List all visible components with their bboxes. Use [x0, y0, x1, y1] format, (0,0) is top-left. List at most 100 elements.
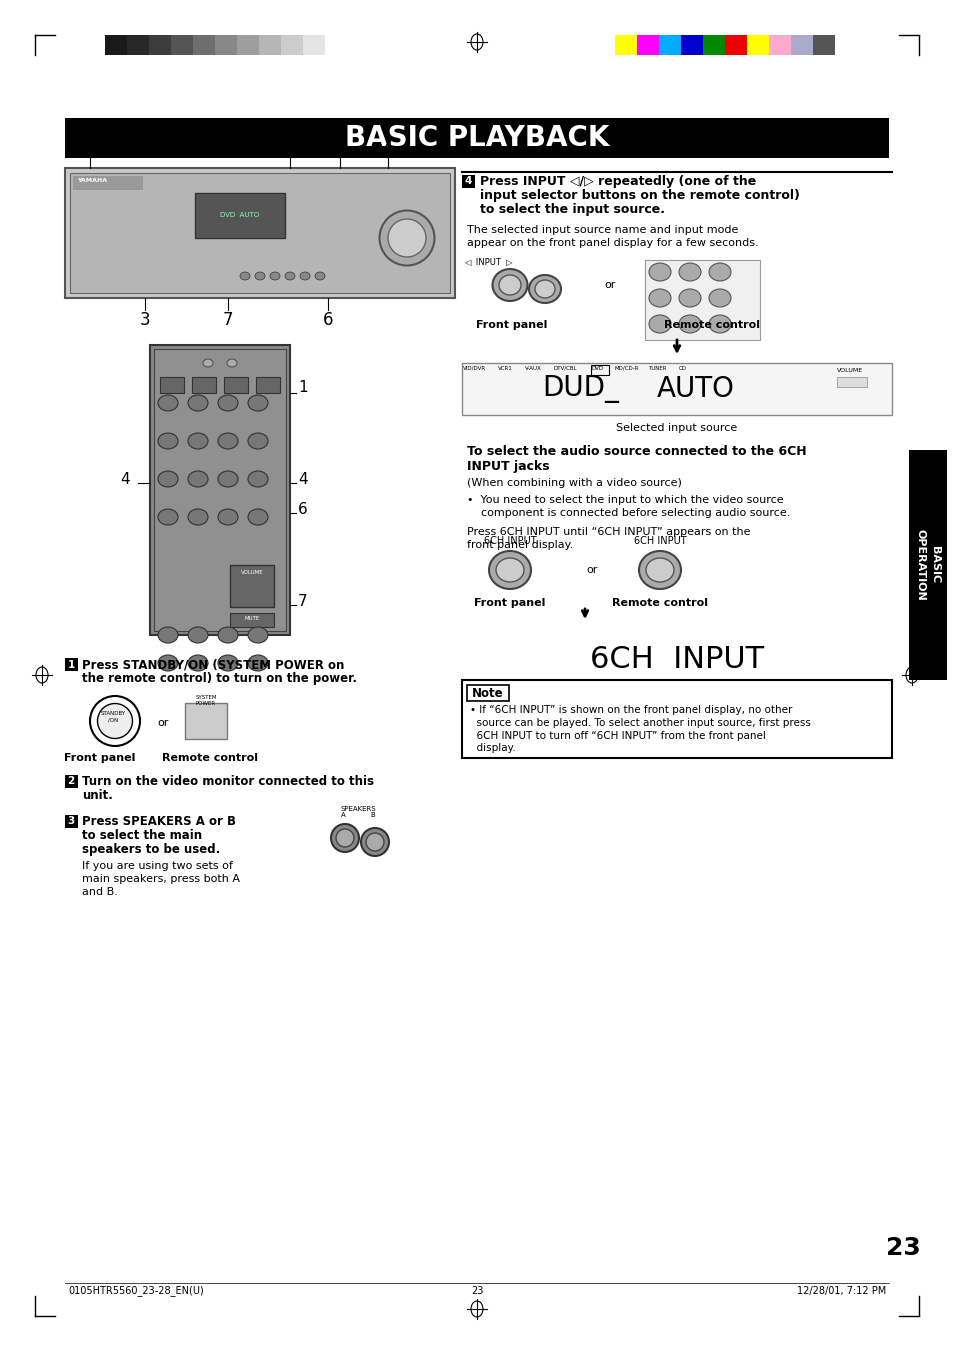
Text: ◁  INPUT  ▷: ◁ INPUT ▷ [463, 257, 512, 266]
Bar [790, 35, 812, 55]
Ellipse shape [708, 289, 730, 307]
Text: Press STANDBY/ON (SYSTEM POWER on: Press STANDBY/ON (SYSTEM POWER on [82, 658, 344, 671]
Ellipse shape [158, 655, 178, 671]
Text: SYSTEM
POWER: SYSTEM POWER [195, 694, 216, 707]
Bar [615, 35, 637, 55]
Text: 6CH  INPUT: 6CH INPUT [589, 644, 763, 674]
Text: MUTE: MUTE [244, 616, 259, 621]
Ellipse shape [97, 704, 132, 739]
Ellipse shape [218, 471, 237, 486]
Bar [637, 35, 659, 55]
Ellipse shape [218, 655, 237, 671]
Bar [224, 377, 248, 393]
Text: 3: 3 [68, 816, 74, 827]
Text: Press SPEAKERS A or B: Press SPEAKERS A or B [82, 815, 235, 828]
Ellipse shape [218, 394, 237, 411]
Ellipse shape [639, 551, 680, 589]
Text: B: B [370, 812, 375, 817]
Text: 4: 4 [297, 473, 307, 488]
Ellipse shape [248, 627, 268, 643]
Ellipse shape [708, 315, 730, 332]
Ellipse shape [90, 696, 140, 746]
Ellipse shape [203, 359, 213, 367]
Text: VOLUME: VOLUME [240, 570, 263, 576]
Text: VCR1: VCR1 [497, 366, 512, 372]
Bar [461, 680, 891, 758]
Text: STANDBY
/ON: STANDBY /ON [100, 712, 126, 723]
Text: the remote control) to turn on the power.: the remote control) to turn on the power… [82, 671, 356, 685]
Text: 6: 6 [322, 311, 333, 330]
Text: Selected input source: Selected input source [616, 423, 737, 434]
Text: 12/28/01, 7:12 PM: 12/28/01, 7:12 PM [796, 1286, 885, 1296]
Text: Remote control: Remote control [663, 320, 760, 330]
Text: 4: 4 [120, 473, 130, 488]
Ellipse shape [645, 558, 673, 582]
Text: Remote control: Remote control [162, 753, 257, 763]
Text: DVD: DVD [591, 366, 603, 372]
Ellipse shape [240, 272, 250, 280]
Text: 0105HTR5560_23-28_EN(U): 0105HTR5560_23-28_EN(U) [68, 1286, 204, 1297]
Text: 2: 2 [68, 777, 74, 786]
Bar [160, 377, 184, 393]
Text: 6: 6 [335, 139, 345, 157]
Bar [746, 35, 768, 55]
Bar [193, 35, 214, 55]
Bar [812, 35, 834, 55]
Ellipse shape [188, 434, 208, 449]
Text: to select the main: to select the main [82, 830, 202, 842]
Text: SPEAKERS: SPEAKERS [340, 807, 375, 812]
Text: 6: 6 [297, 503, 308, 517]
Ellipse shape [299, 272, 310, 280]
Ellipse shape [492, 269, 527, 301]
Bar [65, 168, 455, 299]
Ellipse shape [496, 558, 523, 582]
Ellipse shape [648, 263, 670, 281]
Bar [230, 613, 274, 627]
Text: 1: 1 [297, 380, 307, 394]
Bar [192, 377, 215, 393]
Bar [105, 35, 127, 55]
Ellipse shape [335, 830, 354, 847]
Bar [702, 35, 724, 55]
Bar [150, 345, 290, 635]
Bar [258, 35, 281, 55]
Text: DUD_: DUD_ [541, 376, 618, 403]
Text: 6CH INPUT: 6CH INPUT [483, 536, 536, 546]
Text: AUTO: AUTO [657, 376, 734, 403]
Bar [171, 35, 193, 55]
Ellipse shape [188, 471, 208, 486]
Ellipse shape [648, 315, 670, 332]
Bar [255, 377, 280, 393]
Text: 7: 7 [222, 311, 233, 330]
Text: 4: 4 [382, 139, 393, 157]
Text: 3: 3 [139, 311, 151, 330]
Bar [281, 35, 303, 55]
Text: speakers to be used.: speakers to be used. [82, 843, 220, 857]
Bar [768, 35, 790, 55]
Ellipse shape [158, 627, 178, 643]
Bar [185, 703, 227, 739]
Ellipse shape [498, 276, 520, 295]
Ellipse shape [314, 272, 325, 280]
Ellipse shape [648, 289, 670, 307]
Ellipse shape [489, 551, 531, 589]
Ellipse shape [218, 627, 237, 643]
Ellipse shape [708, 263, 730, 281]
Ellipse shape [218, 509, 237, 526]
Text: INPUT jacks: INPUT jacks [467, 459, 549, 473]
Text: Front panel: Front panel [476, 320, 547, 330]
Text: 23: 23 [885, 1236, 920, 1260]
Ellipse shape [254, 272, 265, 280]
Text: VID/DVR: VID/DVR [463, 366, 486, 372]
Ellipse shape [366, 834, 384, 851]
Bar [65, 775, 78, 788]
Text: 23: 23 [471, 1286, 482, 1296]
Bar [836, 377, 866, 386]
Ellipse shape [158, 509, 178, 526]
Ellipse shape [679, 289, 700, 307]
Text: or: or [603, 280, 615, 290]
Bar [590, 365, 608, 376]
Text: 6CH INPUT: 6CH INPUT [633, 536, 685, 546]
Bar [127, 35, 149, 55]
Bar [214, 35, 236, 55]
